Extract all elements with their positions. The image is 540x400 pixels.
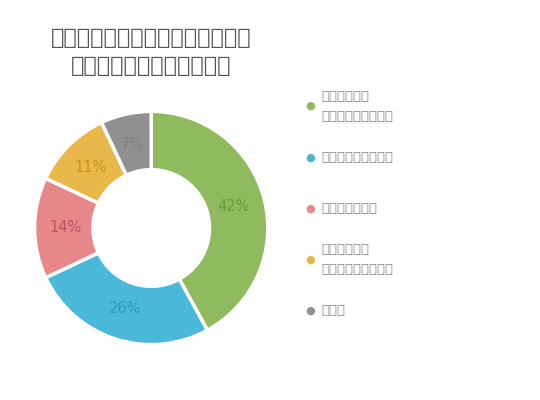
Text: ●: ● [305,306,315,316]
Text: 11%: 11% [75,160,107,175]
Wedge shape [46,122,126,203]
Text: ●: ● [305,203,315,214]
Text: 契約している: 契約している [321,90,369,102]
Title: 住宅ローンの返済に困ったとき、
あなたならどうしますか？: 住宅ローンの返済に困ったとき、 あなたならどうしますか？ [51,28,252,76]
Text: 借り換えを検討する: 借り換えを検討する [321,263,393,276]
Text: 金融機関に相談する: 金融機関に相談する [321,110,393,122]
Wedge shape [46,253,207,345]
Text: 42%: 42% [218,199,250,214]
Wedge shape [35,178,98,278]
Text: 26%: 26% [109,302,141,316]
Text: ●: ● [305,152,315,162]
Text: 7%: 7% [121,138,144,152]
Text: ●: ● [305,255,315,265]
Text: 住宅を売却する: 住宅を売却する [321,202,377,215]
Text: 住宅ローンの: 住宅ローンの [321,243,369,256]
Text: その他: その他 [321,304,345,317]
Text: 14%: 14% [50,220,82,236]
Text: ●: ● [305,101,315,111]
Wedge shape [151,111,268,330]
Wedge shape [102,111,151,175]
Text: 親に協力してもらう: 親に協力してもらう [321,151,393,164]
